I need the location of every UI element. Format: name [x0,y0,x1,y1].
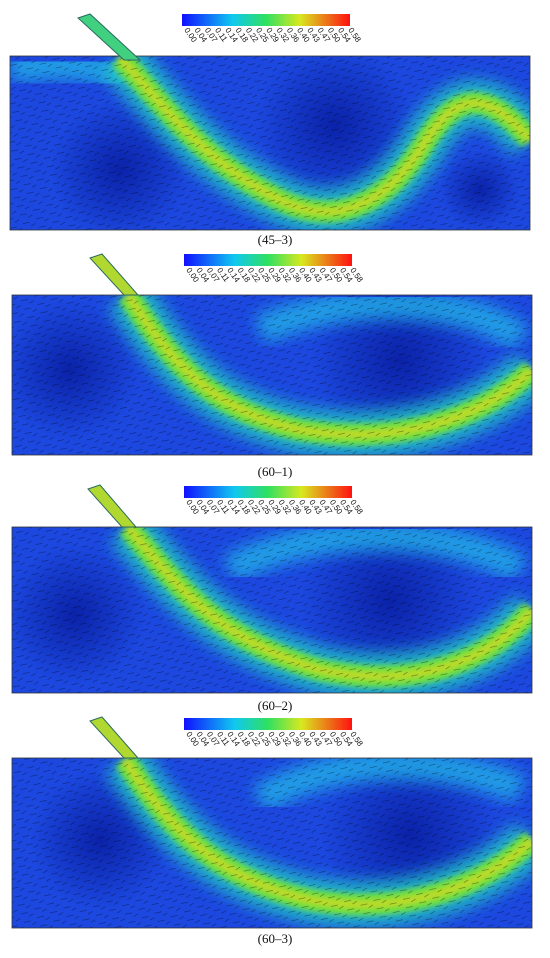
caption: (45–3) [258,232,293,247]
flow-field [10,56,530,230]
domain-border [11,757,533,929]
domain-border [11,526,533,694]
panel: 0.000.040.070.110.140.180.220.250.290.32… [9,13,531,247]
colorbar [184,254,352,266]
panel: 0.000.040.070.110.140.180.220.250.290.32… [11,484,533,713]
colorbar [184,718,352,730]
inlet-pipe [89,253,140,296]
velocity-vectors [12,295,532,455]
panel: 0.000.040.070.110.140.180.220.250.290.32… [11,716,533,946]
caption: (60–1) [258,464,293,479]
velocity-vectors [10,56,530,230]
flow-field [12,758,532,928]
panel: 0.000.040.070.110.140.180.220.250.290.32… [11,253,533,479]
flow-field [12,295,532,455]
caption: (60–2) [258,698,293,713]
inlet-pipe [87,484,138,528]
caption: (60–3) [258,931,293,946]
colorbar [182,14,350,26]
inlet-pipe [77,13,142,61]
domain-border [11,294,533,456]
colorbar [184,486,352,498]
inlet-pipe [89,716,140,759]
domain-border [9,55,531,231]
velocity-vectors [12,758,532,928]
velocity-vectors [12,527,532,693]
flow-field [12,527,532,693]
